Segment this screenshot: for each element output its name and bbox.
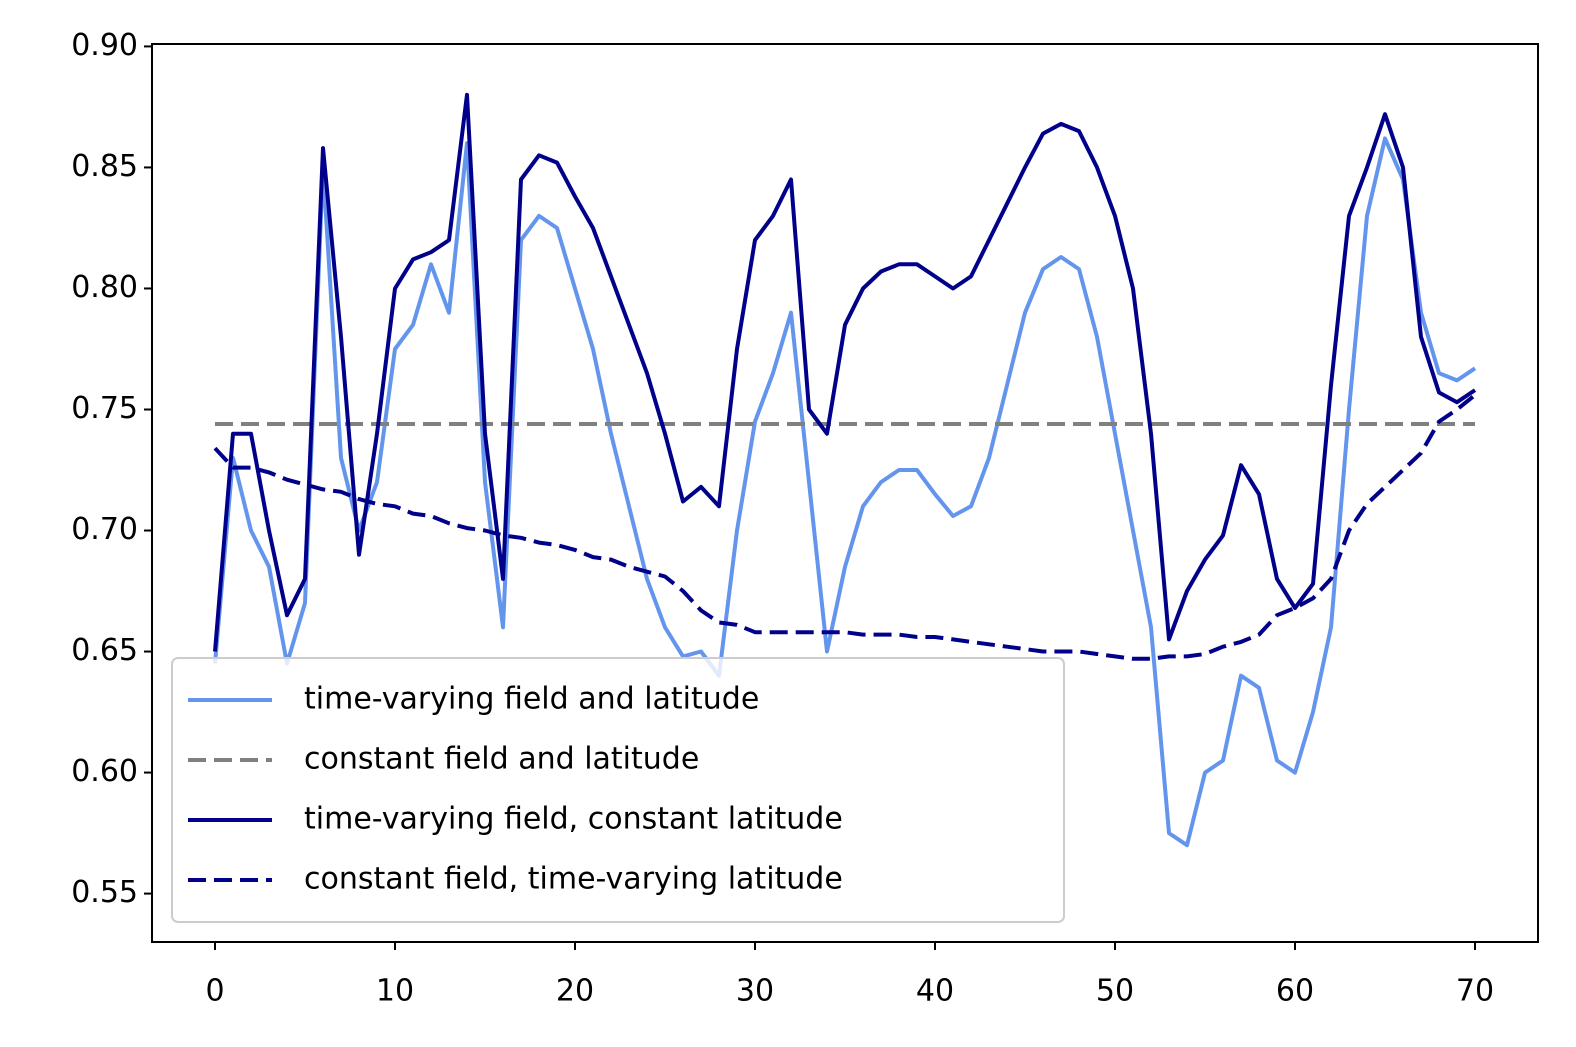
- x-tick-label: 30: [736, 974, 774, 1009]
- y-tick-label: 0.60: [71, 754, 138, 789]
- legend-label: time-varying field and latitude: [304, 682, 759, 717]
- series-line: [213, 393, 1477, 661]
- x-tick-label: 10: [376, 974, 414, 1009]
- y-tick-label: 0.75: [71, 391, 138, 426]
- series-line: [213, 136, 1477, 848]
- x-tick-label: 0: [205, 974, 224, 1009]
- y-tick-label: 0.65: [71, 633, 138, 668]
- x-tick-label: 40: [916, 974, 954, 1009]
- x-tick-label: 50: [1096, 974, 1134, 1009]
- legend-label: constant field, time-varying latitude: [304, 862, 843, 897]
- y-tick-label: 0.55: [71, 875, 138, 910]
- x-tick-label: 60: [1276, 974, 1314, 1009]
- legend-label: time-varying field, constant latitude: [304, 802, 843, 837]
- series-line: [213, 92, 1477, 652]
- plot-frame: [151, 43, 1539, 943]
- legend-label: constant field and latitude: [304, 742, 699, 777]
- y-tick-label: 0.80: [71, 270, 138, 305]
- y-tick-label: 0.90: [71, 28, 138, 63]
- y-tick-label: 0.85: [71, 149, 138, 184]
- x-tick-label: 70: [1456, 974, 1494, 1009]
- y-tick-label: 0.70: [71, 512, 138, 547]
- x-tick-label: 20: [556, 974, 594, 1009]
- legend-box: [171, 657, 1065, 923]
